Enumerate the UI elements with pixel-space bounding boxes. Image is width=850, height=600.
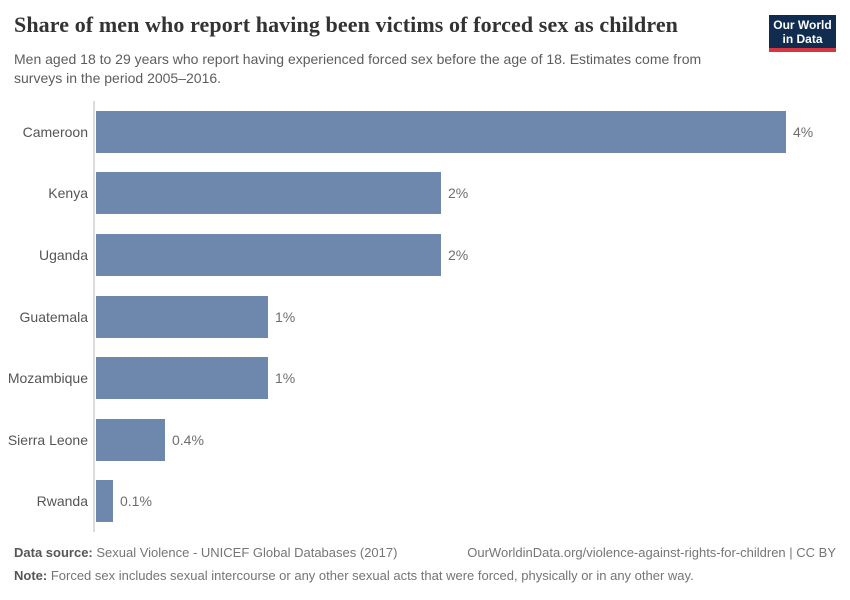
owid-logo-text-line1: Our World xyxy=(773,18,832,32)
footer-datasource-text: Sexual Violence - UNICEF Global Database… xyxy=(92,545,398,560)
chart-subtitle: Men aged 18 to 29 years who report havin… xyxy=(14,50,701,88)
footer-url[interactable]: OurWorldinData.org/violence-against-righ… xyxy=(467,545,836,560)
value-label: 1% xyxy=(275,370,296,387)
owid-logo-red-strip xyxy=(769,48,836,52)
bar-row: Sierra Leone 0.4% xyxy=(0,409,850,471)
value-label: 0.1% xyxy=(120,493,152,510)
footer-datasource-label: Data source: xyxy=(14,545,93,560)
footer-note-line: Note: Forced sex includes sexual interco… xyxy=(14,568,836,583)
chart-subtitle-line1: Men aged 18 to 29 years who report havin… xyxy=(14,51,702,67)
category-label: Uganda xyxy=(38,246,88,263)
bar[interactable] xyxy=(96,418,165,461)
value-label: 4% xyxy=(793,123,814,140)
value-label: 2% xyxy=(448,185,469,202)
bar[interactable] xyxy=(96,357,268,400)
bar[interactable] xyxy=(96,295,268,338)
bar[interactable] xyxy=(96,233,441,276)
bar-chart: Cameroon 4% Kenya 2% Uganda 2% Guatemala… xyxy=(0,101,850,532)
bar-row: Kenya 2% xyxy=(0,163,850,225)
value-label: 1% xyxy=(275,308,296,325)
bar-row: Mozambique 1% xyxy=(0,347,850,409)
chart-title: Share of men who report having been vict… xyxy=(14,12,679,37)
owid-logo-text-line2: in Data xyxy=(782,32,823,46)
footer-source-line: Data source: Sexual Violence - UNICEF Gl… xyxy=(14,545,836,560)
chart-subtitle-line2: surveys in the period 2005–2016. xyxy=(14,70,222,86)
value-label: 0.4% xyxy=(172,431,204,448)
footer-datasource: Data source: Sexual Violence - UNICEF Gl… xyxy=(14,545,397,560)
value-label: 2% xyxy=(448,246,469,263)
category-label: Rwanda xyxy=(36,493,88,510)
category-label: Kenya xyxy=(48,185,88,202)
category-label: Cameroon xyxy=(22,123,88,140)
y-axis-line xyxy=(93,101,95,532)
bar[interactable] xyxy=(96,172,441,215)
bar-row: Rwanda 0.1% xyxy=(0,470,850,532)
owid-logo[interactable]: Our World in Data xyxy=(769,15,836,52)
category-label: Mozambique xyxy=(7,370,88,387)
bar-row: Uganda 2% xyxy=(0,224,850,286)
footer-note-label: Note: xyxy=(14,568,48,583)
bar-chart-rows: Cameroon 4% Kenya 2% Uganda 2% Guatemala… xyxy=(0,101,850,532)
bar-row: Cameroon 4% xyxy=(0,101,850,163)
category-label: Sierra Leone xyxy=(7,431,88,448)
category-label: Guatemala xyxy=(19,308,88,325)
bar[interactable] xyxy=(96,110,786,153)
footer-note-text: Forced sex includes sexual intercourse o… xyxy=(47,568,694,583)
bar-row: Guatemala 1% xyxy=(0,286,850,348)
bar[interactable] xyxy=(96,480,113,523)
